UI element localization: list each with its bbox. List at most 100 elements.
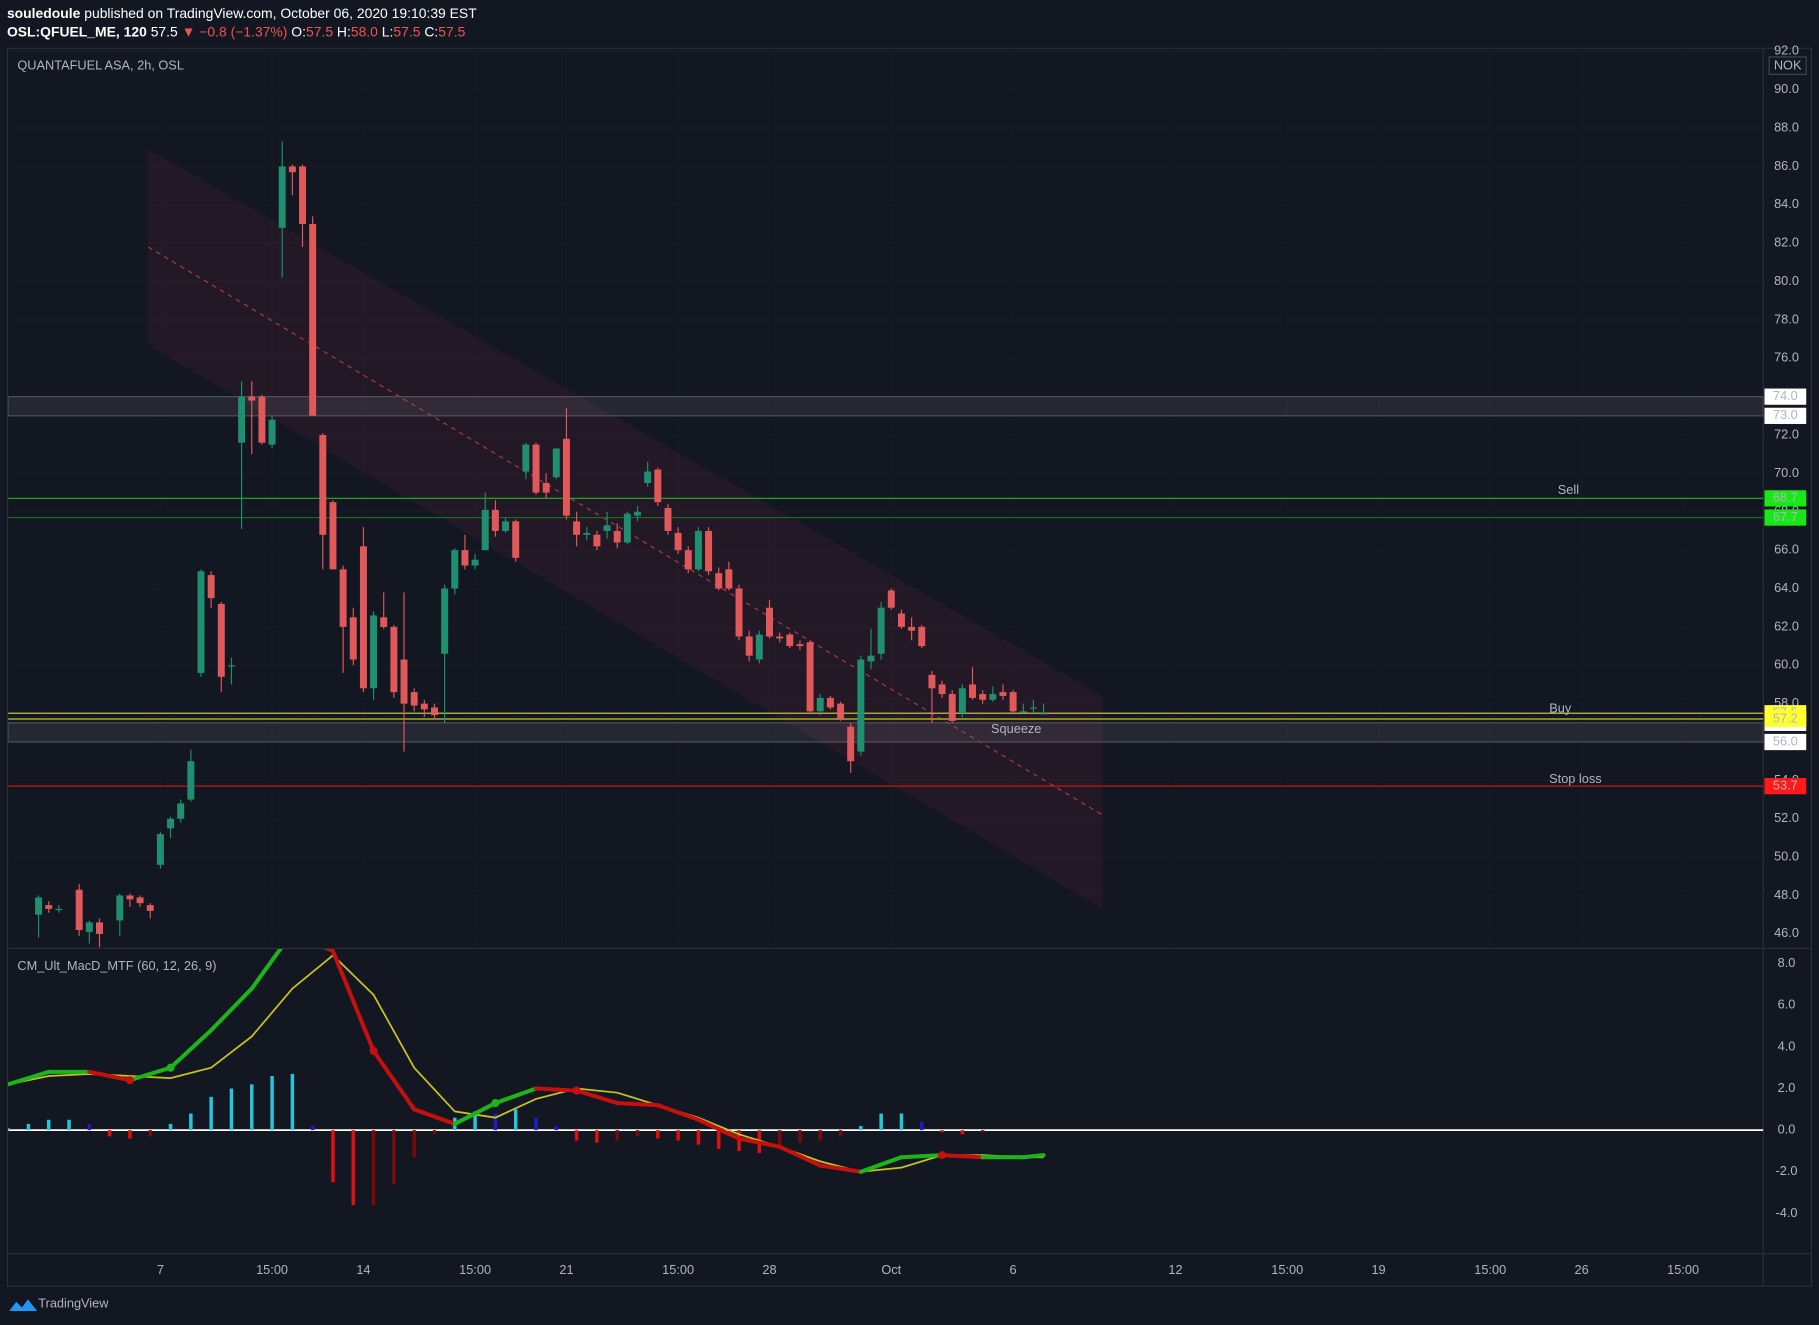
indicator-title: CM_Ult_MacD_MTF (60, 12, 26, 9)	[17, 958, 216, 973]
candle-body	[532, 444, 540, 493]
y-tick-label: 6.0	[1778, 997, 1796, 1012]
candle-body	[877, 607, 885, 654]
histogram-bar	[128, 1130, 132, 1139]
candle-body	[958, 688, 966, 714]
y-tick-label: 2.0	[1778, 1080, 1796, 1095]
annotation: Sell	[1558, 482, 1579, 497]
price-badge-label: 53.7	[1773, 778, 1798, 793]
candle-body	[979, 694, 987, 700]
histogram-bar	[656, 1130, 660, 1139]
y-tick-label: 8.0	[1778, 955, 1796, 970]
macd-segment	[249, 949, 283, 991]
candle-body	[705, 530, 713, 572]
candle-body	[380, 617, 388, 627]
y-tick-label: 82.0	[1774, 235, 1799, 250]
histogram-bar	[920, 1121, 924, 1131]
candle-body	[928, 674, 936, 689]
candle-body	[644, 471, 652, 484]
macd-segment	[615, 1101, 660, 1108]
candle-body	[319, 435, 327, 535]
y-tick-label: 88.0	[1774, 119, 1799, 134]
c-label: C:	[424, 23, 438, 39]
macd-pane	[8, 949, 1764, 1206]
macd-segment	[168, 1028, 214, 1070]
candle-body	[999, 692, 1007, 696]
y-tick-label: 50.0	[1774, 849, 1799, 864]
y-tick-label: 52.0	[1774, 810, 1799, 825]
macd-segment	[209, 986, 254, 1033]
x-tick-label: 21	[559, 1262, 573, 1277]
header-line: souledoule published on TradingView.com,…	[7, 5, 477, 21]
l-label: L:	[382, 23, 394, 39]
candle-body	[299, 166, 306, 224]
candle-body	[258, 396, 266, 443]
candle-body	[603, 525, 611, 531]
candle-body	[116, 895, 124, 921]
candle-body	[461, 550, 469, 566]
candle-body	[684, 550, 692, 570]
candle-body	[126, 895, 134, 900]
y-tick-label: 92.0	[1774, 43, 1799, 58]
candle-body	[674, 532, 682, 551]
histogram-bar	[67, 1119, 71, 1131]
x-tick-label: 15:00	[459, 1262, 491, 1277]
price-badge-label: 57.2	[1773, 710, 1798, 725]
candle-body	[522, 444, 530, 472]
histogram-bar	[635, 1130, 640, 1137]
x-tick-label: 15:00	[1271, 1262, 1303, 1277]
histogram-bar	[8, 1128, 10, 1131]
candle-body	[735, 588, 743, 637]
change: ▼ −0.8 (−1.37%)	[182, 23, 288, 39]
candle-body	[715, 573, 723, 589]
candle-body	[35, 897, 43, 915]
macd-segment	[330, 949, 376, 1054]
y-tick-label: 48.0	[1774, 887, 1799, 902]
histogram-bar	[26, 1123, 31, 1131]
candle-body	[146, 905, 154, 911]
histogram-bar	[250, 1084, 254, 1131]
candle-body	[187, 761, 195, 800]
candle-body	[593, 534, 601, 547]
histogram-bar	[737, 1130, 741, 1151]
symbol-line: OSL:QFUEL_ME, 120 57.5 ▼ −0.8 (−1.37%) O…	[7, 23, 466, 39]
candle-body	[339, 569, 347, 627]
price-badge-label: 73.0	[1773, 407, 1798, 422]
macd-segment	[493, 1086, 539, 1106]
histogram-bar	[899, 1113, 904, 1131]
cross-dot	[369, 1046, 378, 1056]
histogram-bar	[716, 1130, 721, 1149]
candle-body	[471, 559, 479, 566]
price-badge-label: 56.0	[1773, 733, 1798, 748]
candle-body	[96, 922, 103, 934]
price-badge	[1764, 407, 1807, 424]
candle-body	[583, 532, 591, 535]
histogram-bar	[676, 1130, 680, 1141]
histogram-bar	[87, 1123, 92, 1131]
candle-body	[370, 615, 378, 689]
histogram-bar	[696, 1130, 701, 1145]
macd-segment	[777, 1144, 823, 1168]
candle-body	[867, 655, 875, 662]
candle-body	[948, 694, 956, 721]
histogram-bar	[270, 1076, 274, 1131]
candle-body	[542, 483, 550, 493]
macd-segment	[412, 1107, 457, 1126]
cross-dot	[572, 1086, 581, 1095]
candle-body	[420, 703, 428, 710]
price-badge	[1764, 710, 1807, 728]
candle-body	[796, 644, 804, 647]
price-badge-label: 74.0	[1773, 388, 1798, 403]
y-tick-label: 84.0	[1774, 196, 1799, 211]
candle-body	[167, 818, 175, 829]
price-badge	[1764, 778, 1807, 795]
candle-body	[613, 530, 621, 543]
price-badge	[1764, 388, 1807, 405]
histogram-bar	[392, 1130, 396, 1185]
histogram-bar	[777, 1130, 782, 1147]
currency-box	[1768, 56, 1807, 75]
candle-body	[359, 546, 367, 689]
logo	[9, 1299, 38, 1311]
currency: NOK	[1774, 58, 1802, 73]
